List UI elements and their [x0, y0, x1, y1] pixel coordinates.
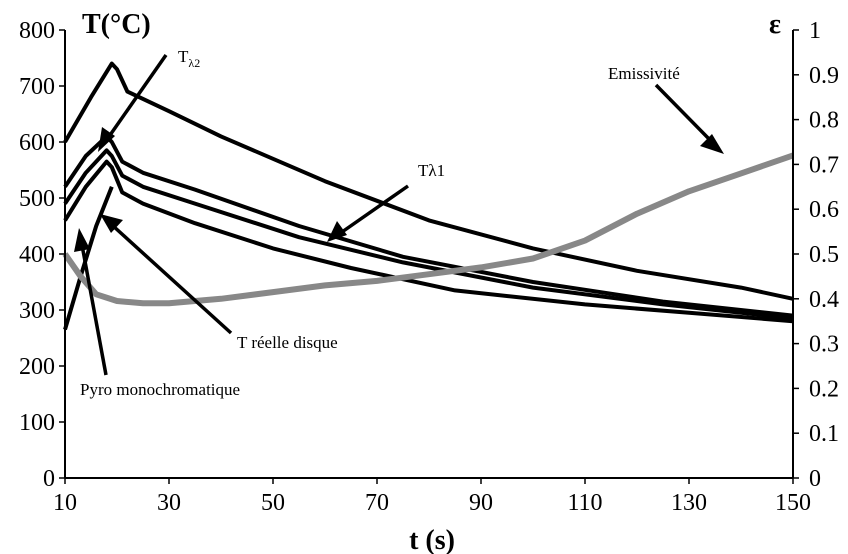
- y-left-tick-label: 200: [19, 354, 55, 380]
- annotation-t-reelle-disque: T réelle disque: [237, 333, 338, 352]
- annotation-arrows: [74, 53, 724, 376]
- arrow-t-lambda1: [340, 184, 410, 234]
- arrow-t-reelle-disque: [110, 223, 233, 335]
- x-tick-label: 30: [157, 490, 181, 516]
- plot-area: 10 30 50 70 90 110 130 150 01002003004005006007…: [19, 18, 839, 516]
- arrow-head-pyro-monochromatique: [74, 228, 90, 252]
- arrow-head-emissivite: [700, 134, 724, 154]
- y-right-tick-label: 0.1: [809, 421, 839, 447]
- y-left-tick-label: 800: [19, 18, 55, 44]
- y-right-tick-label: 0.9: [809, 63, 839, 89]
- y-right-tick-label: 0.5: [809, 242, 839, 268]
- annotation-t-lambda1: Tλ1: [418, 161, 445, 180]
- x-tick-label: 110: [567, 490, 602, 516]
- y-left-tick-label: 0: [43, 466, 55, 492]
- arrow-head-t-lambda1: [327, 221, 347, 242]
- series-line-3: [63, 148, 794, 321]
- y-right-axis-title: ε: [769, 9, 781, 40]
- series-line-5: [63, 186, 114, 331]
- y-right-tick-label: 0.8: [809, 108, 839, 134]
- series-line-6: [62, 152, 794, 307]
- arrow-pyro-monochromatique: [80, 244, 108, 376]
- arrow-t-lambda2: [106, 53, 168, 140]
- x-tick-label: 90: [469, 490, 493, 516]
- y-left-tick-label: 300: [19, 298, 55, 324]
- arrow-head-t-reelle-disque: [100, 214, 123, 233]
- x-tick-label: 150: [775, 490, 811, 516]
- y-right-tick-label: 0: [809, 466, 821, 492]
- annotation-pyro-monochromatique: Pyro monochromatique: [80, 380, 240, 399]
- arrow-emissivite: [654, 83, 714, 144]
- y-right-tick-label: 1: [809, 18, 821, 44]
- y-right-tick-label: 0.2: [809, 376, 839, 402]
- annotation-emissivite: Emissivité: [608, 64, 680, 83]
- y-left-tick-label: 500: [19, 186, 55, 212]
- y-right-tick-label: 0.4: [809, 287, 839, 313]
- annotation-t-lambda2: Tλ2: [178, 47, 200, 70]
- y-left-ticks: 0 100 200 300 400 500 600 700 800: [19, 18, 65, 492]
- y-left-tick-label: 700: [19, 74, 55, 100]
- series-line-1: [63, 61, 794, 301]
- y-left-tick-label: 400: [19, 242, 55, 268]
- x-tick-label: 10: [53, 490, 77, 516]
- y-left-tick-label: 600: [19, 130, 55, 156]
- series-layer: [62, 61, 794, 331]
- y-left-axis-title: T(°C): [82, 9, 151, 40]
- y-right-tick-label: 0.3: [809, 332, 839, 358]
- y-left-tick-label: 100: [19, 410, 55, 436]
- x-tick-label: 70: [365, 490, 389, 516]
- y-right-tick-label: 0.6: [809, 197, 839, 223]
- x-tick-label: 50: [261, 490, 285, 516]
- y-right-ticks: 0 0.1 0.2 0.3 0.4 0.5 0.6 0.7 0.8 0.9 1: [793, 18, 839, 492]
- x-ticks: 10 30 50 70 90 110 130 150: [53, 478, 811, 516]
- x-axis-title: t (s): [409, 525, 455, 554]
- arrow-head-t-lambda2: [98, 127, 115, 152]
- x-tick-label: 130: [671, 490, 707, 516]
- series-line-4: [63, 159, 794, 324]
- y-right-tick-label: 0.7: [809, 152, 839, 178]
